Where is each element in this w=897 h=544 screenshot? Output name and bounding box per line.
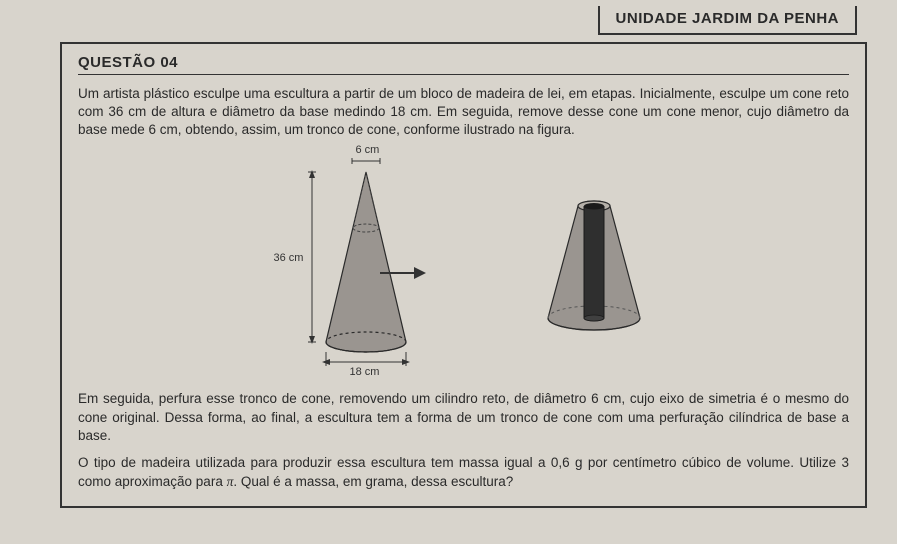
problem-paragraph-1: Um artista plástico esculpe uma escultur… [78,85,849,140]
question-label: QUESTÃO 04 [78,54,849,75]
problem-paragraph-2: Em seguida, perfura esse tronco de cone,… [78,390,849,447]
question-box: QUESTÃO 04 Um artista plástico esculpe u… [60,42,867,508]
problem-paragraph-3: O tipo de madeira utilizada para produzi… [78,454,849,492]
dim-base: 18 cm [350,366,380,378]
unit-header: UNIDADE JARDIM DA PENHA [598,6,857,35]
cone-figure: 6 cm [264,148,464,378]
truncated-cone-figure [524,188,664,338]
arrow-icon [378,258,428,290]
dim-top: 6 cm [356,144,380,156]
dim-height: 36 cm [274,252,304,264]
para3-part-b: . Qual é a massa, em grama, dessa escult… [233,474,513,489]
figure-area: 6 cm [78,148,849,378]
